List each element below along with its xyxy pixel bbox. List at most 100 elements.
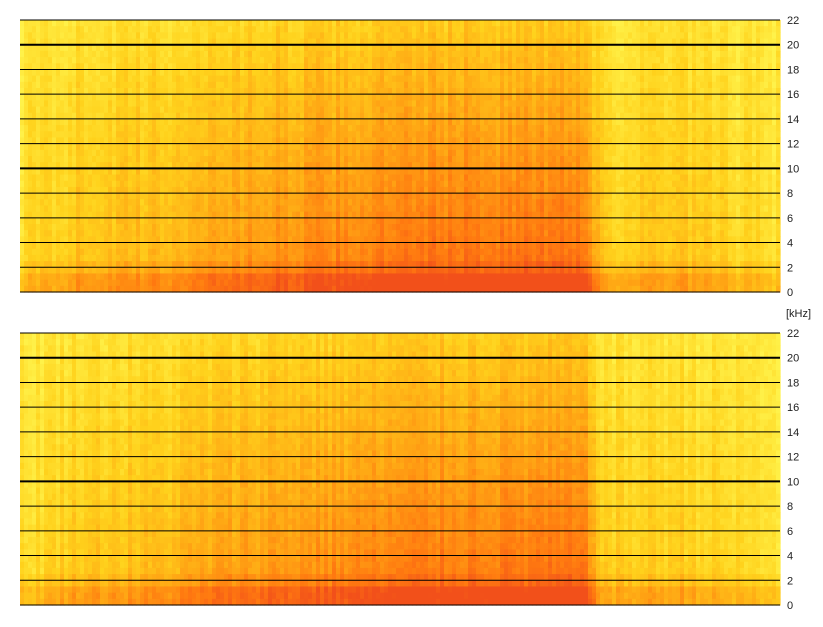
spectrogram-cell: [368, 57, 373, 64]
spectrogram-cell: [316, 267, 321, 275]
spectrogram-cell: [432, 261, 437, 268]
spectrogram-cell: [404, 32, 409, 40]
spectrogram-cell: [168, 106, 173, 114]
spectrogram-cell: [228, 88, 233, 95]
spectrogram-cell: [172, 242, 177, 250]
spectrogram-cell: [300, 69, 305, 77]
spectrogram-cell: [200, 75, 205, 83]
spectrogram-cell: [40, 261, 45, 268]
spectrogram-cell: [228, 63, 233, 71]
spectrogram-cell: [212, 44, 217, 52]
spectrogram-cell: [316, 211, 321, 219]
spectrogram-cell: [392, 100, 397, 108]
spectrogram-cell: [308, 224, 313, 231]
spectrogram-cell: [40, 236, 45, 244]
spectrogram-cell: [80, 69, 85, 77]
spectrogram-cell: [432, 279, 437, 287]
spectrogram-cell: [132, 94, 137, 101]
spectrogram-cell: [424, 94, 429, 101]
spectrogram-cell: [236, 193, 241, 200]
spectrogram-cell: [468, 57, 473, 64]
spectrogram-cell: [464, 236, 469, 244]
spectrogram-cell: [396, 224, 401, 231]
spectrogram-cell: [176, 211, 181, 219]
spectrogram-cell: [344, 168, 349, 176]
spectrogram-cell: [48, 248, 53, 256]
spectrogram-cell: [184, 69, 189, 77]
spectrogram-cell: [436, 217, 441, 225]
spectrogram-cell: [364, 81, 369, 89]
spectrogram-cell: [148, 143, 153, 151]
spectrogram-cell: [108, 100, 113, 108]
spectrogram-cell: [440, 100, 445, 108]
spectrogram-cell: [440, 94, 445, 101]
spectrogram-cell: [448, 267, 453, 275]
spectrogram-cell: [236, 230, 241, 237]
spectrogram-cell: [96, 149, 101, 157]
spectrogram-cell: [368, 193, 373, 200]
spectrogram-cell: [64, 137, 69, 145]
spectrogram-cell: [304, 186, 309, 194]
spectrogram-cell: [92, 38, 97, 46]
spectrogram-cell: [160, 81, 165, 89]
spectrogram-cell: [192, 224, 197, 231]
spectrogram-cell: [356, 63, 361, 71]
spectrogram-cell: [184, 143, 189, 151]
spectrogram-cell: [184, 230, 189, 237]
spectrogram-cell: [216, 186, 221, 194]
spectrogram-cell: [208, 156, 213, 163]
spectrogram-cell: [304, 248, 309, 256]
spectrogram-cell: [116, 279, 121, 287]
spectrogram-cell: [84, 230, 89, 237]
spectrogram-cell: [144, 174, 149, 182]
spectrogram-cell: [304, 69, 309, 77]
spectrogram-cell: [344, 224, 349, 231]
spectrogram-cell: [116, 285, 121, 293]
spectrogram-cell: [88, 149, 93, 157]
spectrogram-cell: [212, 156, 217, 163]
spectrogram-cell: [376, 199, 381, 207]
spectrogram-cell: [208, 26, 213, 33]
spectrogram-cell: [276, 100, 281, 108]
spectrogram-cell: [372, 230, 377, 237]
spectrogram-cell: [392, 75, 397, 83]
spectrogram-cell: [168, 88, 173, 95]
spectrogram-cell: [132, 88, 137, 95]
spectrogram-cell: [424, 131, 429, 139]
spectrogram-cell: [120, 63, 125, 71]
spectrogram-cell: [116, 217, 121, 225]
spectrogram-cell: [340, 32, 345, 40]
spectrogram-cell: [360, 242, 365, 250]
spectrogram-cell: [464, 125, 469, 132]
spectrogram-cell: [92, 50, 97, 58]
spectrogram-cell: [272, 112, 277, 120]
spectrogram-cell: [96, 205, 101, 213]
spectrogram-cell: [68, 279, 73, 287]
spectrogram-cell: [24, 38, 29, 46]
spectrogram-cell: [200, 88, 205, 95]
spectrogram-cell: [104, 211, 109, 219]
spectrogram-cell: [344, 75, 349, 83]
spectrogram-cell: [348, 38, 353, 46]
spectrogram-cell: [332, 75, 337, 83]
spectrogram-cell: [336, 44, 341, 52]
spectrogram-cell: [464, 261, 469, 268]
spectrogram-cell: [172, 106, 177, 114]
spectrogram-cell: [376, 57, 381, 64]
spectrogram-cell: [328, 75, 333, 83]
spectrogram-cell: [212, 112, 217, 120]
spectrogram-cell: [460, 174, 465, 182]
spectrogram-cell: [424, 44, 429, 52]
spectrogram-cell: [20, 44, 25, 52]
spectrogram-cell: [336, 26, 341, 33]
spectrogram-cell: [176, 20, 181, 27]
spectrogram-cell: [96, 180, 101, 188]
spectrogram-cell: [284, 156, 289, 163]
spectrogram-cell: [304, 254, 309, 262]
spectrogram-cell: [416, 32, 421, 40]
spectrogram-cell: [320, 125, 325, 132]
spectrogram-cell: [448, 94, 453, 101]
spectrogram-cell: [260, 162, 265, 169]
spectrogram-cell: [392, 131, 397, 139]
spectrogram-cell: [132, 242, 137, 250]
